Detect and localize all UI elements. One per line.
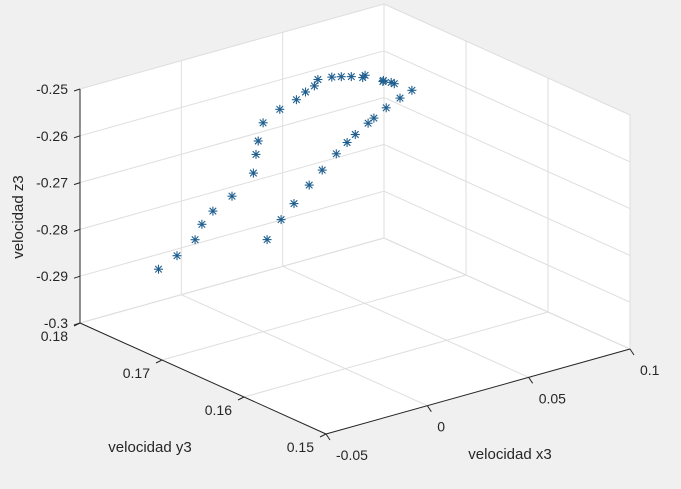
data-point (407, 85, 417, 95)
z-tick-label: -0.3 (44, 315, 68, 331)
data-points (154, 70, 417, 274)
z-tick-label: -0.25 (36, 81, 68, 97)
z-tick-mark (73, 182, 81, 186)
y-axis-line (79, 322, 327, 435)
data-point (304, 180, 314, 190)
z-tick-mark (73, 228, 81, 232)
data-point (253, 136, 263, 146)
grid-line-z-side (383, 143, 631, 256)
data-point (154, 264, 163, 274)
data-point (336, 72, 346, 82)
grid-line-z-side (383, 190, 631, 303)
y-axis-label: velocidad y3 (108, 439, 191, 456)
grid-line-x-floor (181, 294, 428, 407)
x-axis-label: velocidad x3 (468, 446, 551, 463)
z-tick-labels: -0.3 -0.29 -0.28 -0.27 -0.26 -0.25 (36, 81, 68, 331)
grid-line-x-floor (282, 265, 529, 378)
y-tick-label: 0.18 (41, 328, 68, 344)
y-tick-mark (155, 359, 163, 364)
data-point (172, 251, 182, 261)
data-point (369, 113, 379, 123)
z-tick-mark (73, 275, 81, 279)
data-point (317, 165, 327, 175)
data-point (275, 104, 285, 114)
z-tick-label: -0.26 (36, 128, 68, 144)
side-pane (384, 4, 630, 349)
grid-line-z-side (383, 50, 631, 163)
data-point (301, 87, 310, 97)
data-point (360, 70, 370, 80)
grid-line-z-side (383, 3, 631, 116)
z-tick-label: -0.28 (36, 221, 68, 237)
axes-3d[interactable]: -0.05 0 0.05 0.1 0.15 0.16 0.17 0.18 -0.3 -0.29… (10, 3, 660, 463)
z-tick-mark (73, 88, 81, 92)
x-tick-mark (325, 433, 331, 441)
y-tick-labels: 0.15 0.16 0.17 0.18 (41, 328, 314, 455)
x-axis-line (325, 348, 631, 435)
data-point (248, 168, 258, 178)
x-tick-label: 0.1 (640, 362, 660, 378)
grid-line-z-back (79, 97, 385, 184)
x-tick-mark (629, 348, 635, 356)
x-tick-label: -0.05 (336, 447, 368, 463)
z-tick-label: -0.29 (36, 268, 68, 284)
x-tick-label: 0.05 (539, 390, 566, 406)
data-point (197, 219, 207, 229)
y-tick-label: 0.16 (205, 402, 232, 418)
data-point (251, 149, 261, 159)
grid-line-y-floor (243, 311, 549, 398)
data-point (331, 149, 341, 159)
x-tick-labels: -0.05 0 0.05 0.1 (336, 362, 660, 463)
data-point (289, 199, 299, 209)
grid-line-z-back (79, 50, 385, 137)
data-point (313, 75, 323, 84)
z-axis-label: velocidad z3 (10, 175, 27, 258)
data-point (342, 138, 352, 147)
data-point (208, 206, 218, 216)
y-tick-label: 0.17 (123, 365, 150, 381)
axis-lines (73, 88, 635, 441)
y-tick-label: 0.15 (287, 439, 314, 455)
data-point (190, 235, 200, 245)
x-tick-mark (426, 405, 432, 412)
data-point (395, 93, 405, 103)
grid-line-z-back (79, 190, 385, 277)
data-point (381, 103, 391, 113)
z-tick-mark (73, 135, 81, 139)
data-point (262, 235, 272, 245)
grid-line-z-back (79, 3, 385, 90)
data-point (378, 75, 388, 85)
data-point (227, 191, 237, 201)
data-point (291, 95, 301, 105)
y-tick-mark (237, 396, 245, 401)
data-point (258, 118, 268, 128)
grid-line-z-side (383, 97, 631, 210)
data-point (350, 130, 360, 139)
grid-line-z-side (383, 237, 631, 350)
data-point (327, 72, 337, 82)
back-pane (80, 4, 384, 323)
z-tick-mark (73, 322, 81, 326)
y-tick-mark (319, 433, 327, 438)
x-tick-label: 0 (437, 419, 445, 435)
x-tick-mark (528, 377, 534, 384)
grid-line-z-back (79, 237, 385, 324)
data-point (276, 215, 286, 225)
data-point (346, 72, 356, 82)
grid-line-z-back (79, 143, 385, 230)
data-point (309, 81, 319, 91)
z-tick-label: -0.27 (36, 175, 68, 191)
grid-line-y-floor (161, 274, 467, 361)
data-point (386, 77, 396, 87)
